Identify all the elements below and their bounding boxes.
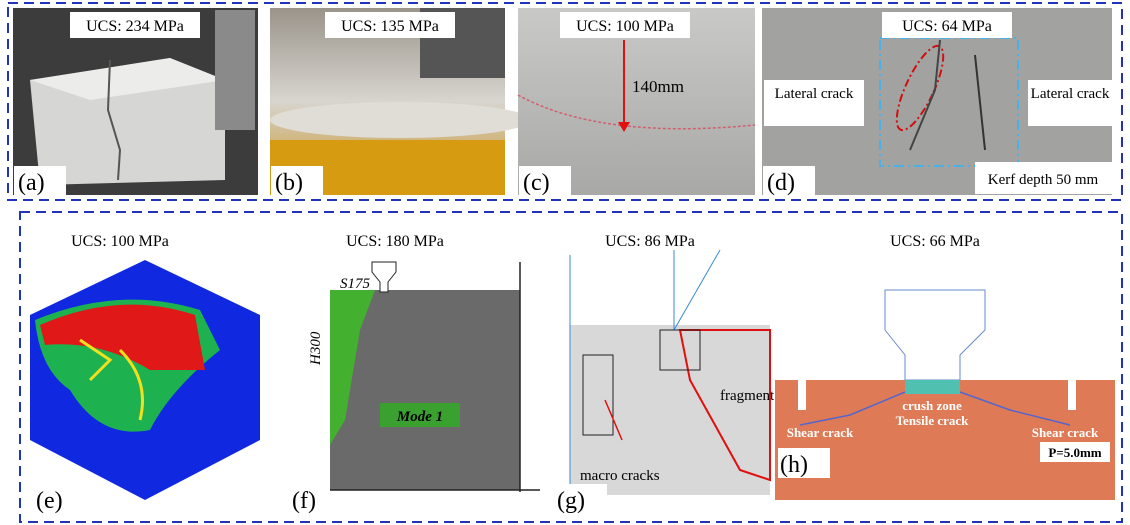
- panel-a: UCS: 234 MPa (a): [13, 8, 258, 196]
- annotation: crush zone: [902, 398, 962, 413]
- annotation: macro cracks: [580, 468, 660, 484]
- annotation: Lateral crack: [1031, 86, 1110, 102]
- panel-label: (d): [767, 170, 795, 196]
- panel-h: UCS: 66 MPa crush zone Tensile crack She…: [775, 233, 1115, 500]
- panel-d: Lateral crack Lateral crack Kerf depth 5…: [762, 8, 1112, 196]
- annotation: S175: [340, 276, 371, 292]
- ucs-label: UCS: 135 MPa: [341, 18, 439, 35]
- annotation: 140mm: [632, 77, 684, 96]
- panel-label: (b): [275, 170, 303, 196]
- annotation: Lateral crack: [775, 86, 854, 102]
- panel-g: UCS: 86 MPa fragment macro cracks (g): [555, 233, 775, 514]
- panel-b: UCS: 135 MPa (b): [270, 8, 530, 196]
- panel-f: UCS: 180 MPa S175 H300 Mode 1 (f): [292, 233, 540, 514]
- annotation: Shear crack: [787, 425, 854, 440]
- annotation: Kerf depth 50 mm: [988, 172, 1099, 188]
- panel-label: (c): [523, 170, 550, 196]
- panel-label: (e): [36, 488, 63, 514]
- annotation: P=5.0mm: [1048, 445, 1101, 460]
- panel-c: 140mm UCS: 100 MPa (c): [518, 8, 755, 196]
- panel-label: (g): [557, 488, 585, 514]
- panel-label: (f): [292, 488, 316, 514]
- ucs-label: UCS: 100 MPa: [71, 233, 169, 250]
- annotation: H300: [308, 331, 324, 366]
- ucs-label: UCS: 180 MPa: [346, 233, 444, 250]
- ucs-label: UCS: 66 MPa: [890, 233, 980, 250]
- page: UCS: 234 MPa (a) UCS: 135 MPa (b) 140mm …: [0, 0, 1130, 525]
- annotation: Tensile crack: [896, 413, 970, 428]
- ucs-label: UCS: 100 MPa: [576, 18, 674, 35]
- figure: UCS: 234 MPa (a) UCS: 135 MPa (b) 140mm …: [0, 0, 1130, 525]
- annotation: fragment: [720, 388, 775, 404]
- panel-label: (a): [18, 170, 45, 196]
- ucs-label: UCS: 234 MPa: [86, 18, 184, 35]
- panel-label: (h): [780, 452, 808, 478]
- annotation: Mode 1: [396, 409, 443, 425]
- ucs-label: UCS: 86 MPa: [605, 233, 695, 250]
- ucs-label: UCS: 64 MPa: [902, 18, 992, 35]
- panel-e: UCS: 100 MPa (e): [30, 233, 260, 514]
- annotation: Shear crack: [1032, 425, 1099, 440]
